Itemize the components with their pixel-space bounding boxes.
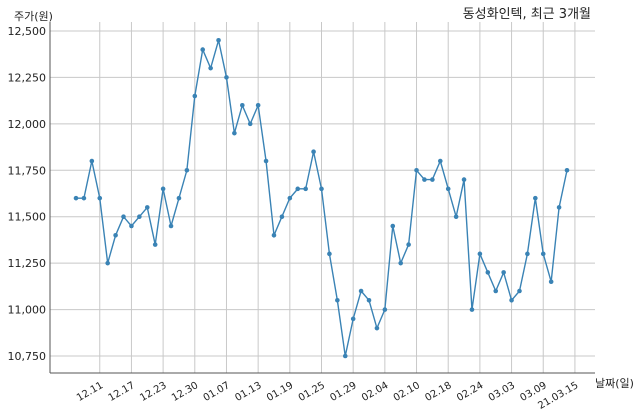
data-point — [445, 186, 451, 192]
x-tick-label: 12.23 — [138, 380, 168, 404]
data-point — [97, 195, 103, 201]
data-point — [461, 177, 467, 182]
data-point — [533, 195, 538, 201]
data-point — [224, 75, 229, 80]
y-tick-label: 12,000 — [8, 118, 47, 131]
data-point — [390, 223, 396, 229]
data-point — [255, 102, 261, 108]
data-point — [105, 260, 110, 266]
data-point — [493, 288, 499, 294]
data-point — [430, 177, 435, 182]
data-point — [263, 158, 269, 164]
y-tick-label: 10,750 — [8, 350, 47, 363]
data-point — [81, 195, 87, 201]
y-tick-label: 12,250 — [8, 71, 47, 84]
axes — [49, 22, 595, 374]
x-tick-label: 01.13 — [233, 380, 263, 404]
data-point — [279, 214, 285, 220]
data-point — [176, 195, 182, 201]
data-point — [469, 307, 475, 312]
y-tick-label: 11,000 — [8, 304, 47, 317]
data-point — [129, 223, 134, 229]
data-point — [160, 186, 166, 192]
data-point — [485, 270, 491, 275]
data-point — [208, 65, 213, 71]
data-point — [232, 130, 237, 136]
data-point — [327, 251, 332, 257]
data-point — [414, 167, 419, 173]
data-point — [477, 251, 483, 257]
x-tick-label: 02.24 — [455, 380, 485, 404]
chart-title: 동성화인텍, 최근 3개월 — [463, 7, 591, 22]
data-point — [564, 167, 570, 173]
data-point — [422, 177, 427, 182]
data-point — [295, 186, 301, 192]
data-point — [501, 270, 506, 275]
data-point — [184, 167, 190, 173]
series-price — [73, 37, 570, 359]
data-point — [382, 307, 388, 312]
data-point — [437, 158, 443, 164]
data-point — [319, 186, 324, 192]
x-tick-label: 01.25 — [297, 380, 327, 404]
x-tick-label: 03.03 — [487, 380, 517, 404]
data-point — [358, 288, 364, 294]
data-point — [168, 223, 174, 229]
data-point — [366, 297, 372, 303]
data-point — [453, 214, 459, 220]
data-point — [374, 325, 380, 331]
data-point — [350, 316, 356, 322]
data-point — [406, 242, 411, 247]
y-tick-label: 11,250 — [8, 257, 47, 270]
data-point — [548, 279, 554, 285]
data-point — [556, 205, 562, 210]
data-point — [311, 149, 316, 155]
data-point — [335, 297, 340, 303]
y-tick-label: 11,750 — [8, 164, 47, 177]
x-tick-label: 02.04 — [360, 380, 390, 404]
data-point — [192, 93, 198, 99]
data-point — [303, 186, 308, 192]
x-axis-label: 날짜(일) — [595, 376, 634, 390]
x-tick-label: 01.07 — [202, 380, 232, 404]
x-tick-label: 02.10 — [392, 380, 422, 404]
data-point — [525, 251, 530, 257]
data-point — [509, 297, 514, 303]
data-point — [287, 195, 293, 201]
x-tick-labels: 12.11 12.17 12.23 12.30 01.07 01.13 01.19 01.25… — [75, 380, 580, 412]
data-point — [137, 214, 142, 220]
y-axis-label: 주가(원) — [14, 10, 53, 23]
x-tick-label: 12.30 — [170, 380, 200, 404]
x-tick-label: 01.29 — [328, 380, 358, 404]
x-tick-label: 12.17 — [107, 380, 137, 404]
data-point — [517, 288, 522, 294]
data-point — [73, 195, 79, 201]
data-point — [216, 37, 221, 43]
data-point — [540, 251, 546, 257]
data-point — [247, 121, 253, 127]
data-point — [342, 353, 348, 359]
data-point — [240, 102, 245, 108]
x-tick-label: 01.19 — [265, 380, 295, 404]
x-tick-label: 02.18 — [423, 380, 453, 404]
data-point — [144, 205, 150, 210]
y-tick-labels: 10,750 11,000 11,250 11,500 11,750 12,000 12,2… — [8, 25, 47, 363]
data-point — [200, 47, 206, 52]
data-point — [113, 232, 118, 238]
data-point — [271, 232, 277, 238]
grid-lines — [50, 22, 595, 373]
y-tick-label: 11,500 — [8, 211, 47, 224]
y-tick-label: 12,500 — [8, 25, 47, 38]
data-point — [398, 260, 403, 266]
data-point — [152, 242, 158, 247]
x-tick-label: 12.11 — [75, 380, 105, 404]
data-point — [121, 214, 126, 220]
data-point — [89, 158, 95, 164]
